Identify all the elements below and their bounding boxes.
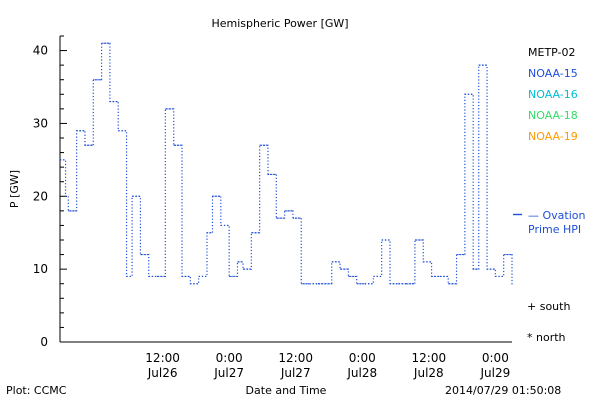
x-tick-date-label: Jul28: [413, 366, 444, 380]
legend: METP-02 NOAA-15 NOAA-16 NOAA-18 NOAA-19: [528, 46, 578, 143]
legend-entry: METP-02: [528, 46, 576, 59]
x-tick-date-label: Jul26: [147, 366, 178, 380]
ovation-label-line1: — Ovation: [528, 209, 586, 222]
x-tick-time-label: 12:00: [412, 351, 447, 365]
plot-frame: [59, 36, 512, 343]
timestamp: 2014/07/29 01:50:08: [445, 384, 561, 397]
x-tick-time-label: 12:00: [145, 351, 180, 365]
y-tick-label: 20: [33, 189, 48, 203]
legend-entry: NOAA-15: [528, 67, 578, 80]
x-tick-time-label: 0:00: [216, 351, 243, 365]
legend-entry: NOAA-18: [528, 109, 578, 122]
x-tick-date-label: Jul29: [479, 366, 510, 380]
plot-credit: Plot: CCMC: [6, 384, 67, 397]
legend-entry: NOAA-16: [528, 88, 578, 101]
x-tick-time-label: 12:00: [278, 351, 313, 365]
x-tick-date-label: Jul27: [280, 366, 311, 380]
y-tick-label: 40: [33, 44, 48, 58]
x-tick-date-label: Jul27: [213, 366, 244, 380]
y-axis-label: P [GW]: [8, 170, 21, 208]
series-layer: [60, 42, 522, 285]
ovation-label: — Ovation Prime HPI: [528, 209, 586, 236]
south-marker-key: + south: [527, 300, 570, 313]
y-tick-label: 10: [33, 262, 48, 276]
ovation-label-line2: Prime HPI: [528, 223, 581, 236]
x-tick-date-label: Jul28: [346, 366, 377, 380]
y-tick-label: 0: [40, 335, 48, 349]
north-marker-key: * north: [527, 331, 566, 344]
y-axis: 0 10 20 30 40: [33, 35, 67, 349]
legend-entry: NOAA-19: [528, 130, 578, 143]
series-line-noaa-15: [60, 42, 513, 285]
chart-title: Hemispheric Power [GW]: [211, 17, 348, 30]
y-tick-label: 30: [33, 116, 48, 130]
x-tick-time-label: 0:00: [482, 351, 509, 365]
x-tick-time-label: 0:00: [349, 351, 376, 365]
x-axis-label: Date and Time: [246, 384, 327, 397]
x-axis: 12:00Jul260:00Jul2712:00Jul270:00Jul2812…: [145, 351, 510, 380]
